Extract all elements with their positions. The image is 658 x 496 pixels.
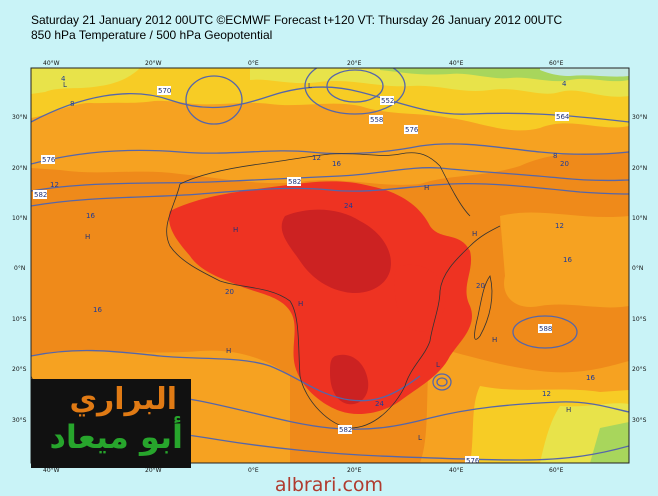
pressure-mark: H <box>226 347 231 355</box>
temp-label: 20 <box>560 160 569 168</box>
temp-label: 16 <box>332 160 341 168</box>
watermark-logo: البراري أبو ميعاد <box>31 379 191 468</box>
lat-label-right: 0°N <box>632 265 643 272</box>
temp-label: 24 <box>375 400 384 408</box>
logo-line-2: أبو ميعاد <box>49 418 183 456</box>
forecast-map: 570 576 582 564 558 552 576 582 588 582 … <box>0 56 658 476</box>
lat-label-left: 30°S <box>12 417 27 424</box>
pressure-mark: H <box>233 226 238 234</box>
pressure-mark: H <box>424 184 429 192</box>
forecast-subtitle: 850 hPa Temperature / 500 hPa Geopotenti… <box>31 28 273 42</box>
pressure-mark: H <box>298 300 303 308</box>
contour-label: 576 <box>466 457 480 465</box>
lat-label-right: 10°N <box>632 215 647 222</box>
temp-label: 16 <box>86 212 95 220</box>
lat-label-right: 30°S <box>632 417 647 424</box>
contour-label: 564 <box>556 113 570 121</box>
contour-label: 570 <box>158 87 171 95</box>
temp-label: 4 <box>61 75 66 83</box>
pressure-mark: H <box>85 233 90 241</box>
contour-label: 582 <box>288 178 301 186</box>
pressure-mark: L <box>436 361 440 369</box>
pressure-mark: L <box>308 82 312 90</box>
lon-label-top: 0°E <box>248 60 259 67</box>
logo-line-1: البراري <box>69 382 177 417</box>
temp-label: 4 <box>562 80 567 88</box>
pressure-mark: L <box>63 81 67 89</box>
temp-label: 12 <box>555 222 564 230</box>
lat-label-right: 20°N <box>632 165 647 172</box>
pressure-mark: H <box>472 230 477 238</box>
lon-label-bottom: 40°E <box>449 467 464 474</box>
contour-label: 552 <box>381 97 394 105</box>
lat-label-left: 30°N <box>12 114 27 121</box>
lon-label-bottom: 0°E <box>248 467 259 474</box>
lat-label-left: 10°S <box>12 316 27 323</box>
temperature-labels: 4 8 12 16 20 24 16 12 16 20 24 20 16 12 … <box>50 75 595 408</box>
lat-label-left: 0°N <box>14 265 25 272</box>
temperature-field: 570 576 582 564 558 552 576 582 588 582 … <box>31 68 629 465</box>
contour-label: 582 <box>34 191 47 199</box>
pressure-mark: H <box>566 406 571 414</box>
temp-label: 12 <box>542 390 551 398</box>
contour-label: 588 <box>539 325 552 333</box>
lat-label-left: 20°N <box>12 165 27 172</box>
forecast-title: Saturday 21 January 2012 00UTC ©ECMWF Fo… <box>31 13 563 27</box>
lat-label-left: 20°S <box>12 366 27 373</box>
temp-label: 16 <box>586 374 595 382</box>
lat-label-left: 10°N <box>12 215 27 222</box>
temp-label: 12 <box>50 181 59 189</box>
contour-label: 576 <box>405 126 419 134</box>
lon-label-bottom: 20°W <box>145 467 162 474</box>
lat-label-right: 10°S <box>632 316 647 323</box>
site-footer-url: albrari.com <box>274 474 384 496</box>
lon-label-bottom: 60°E <box>549 467 564 474</box>
lon-label-bottom: 40°W <box>43 467 60 474</box>
contour-label: 558 <box>370 116 383 124</box>
lat-label-right: 20°S <box>632 366 647 373</box>
contour-value-labels: 570 576 582 564 558 552 576 582 588 582 … <box>33 86 570 465</box>
lon-label-top: 20°E <box>347 60 362 67</box>
contour-label: 576 <box>42 156 56 164</box>
axis-labels: 40°W 20°W 0°E 20°E 40°E 60°E 40°W 20°W 0… <box>12 60 647 474</box>
pressure-marks: H H H H L L H L H H H L <box>63 81 571 442</box>
lat-label-right: 30°N <box>632 114 647 121</box>
lon-label-top: 60°E <box>549 60 564 67</box>
temp-label: 24 <box>344 202 353 210</box>
temp-label: 20 <box>225 288 234 296</box>
temp-label: 16 <box>563 256 572 264</box>
lon-label-bottom: 20°E <box>347 467 362 474</box>
pressure-mark: L <box>418 434 422 442</box>
lon-label-top: 20°W <box>145 60 162 67</box>
temp-label: 16 <box>93 306 102 314</box>
temp-label: 8 <box>70 100 74 108</box>
temp-label: 12 <box>312 154 321 162</box>
contour-label: 582 <box>339 426 352 434</box>
temp-label: 20 <box>476 282 485 290</box>
temp-label: 8 <box>553 152 557 160</box>
lon-label-top: 40°E <box>449 60 464 67</box>
map-frame <box>30 67 630 464</box>
pressure-mark: H <box>492 336 497 344</box>
lon-label-top: 40°W <box>43 60 60 67</box>
